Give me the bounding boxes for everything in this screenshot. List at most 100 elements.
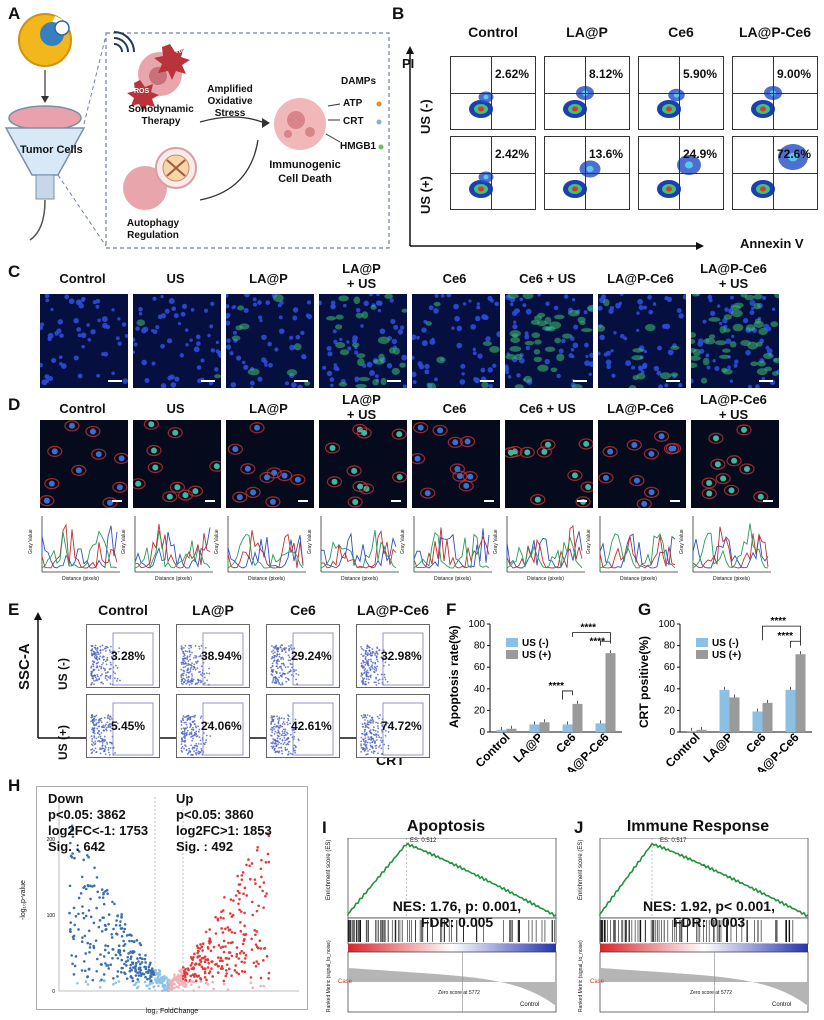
volcano-point: [122, 939, 125, 943]
volcano-point: [139, 956, 142, 960]
volcano-point: [148, 963, 152, 966]
volcano-point: [102, 892, 105, 896]
volcano-point: [163, 987, 167, 991]
volcano-point: [207, 971, 211, 975]
legend-label: US (+): [712, 650, 741, 661]
volcano-point: [243, 957, 247, 960]
volcano-point: [244, 954, 248, 957]
volcano-point: [267, 834, 271, 838]
sig-label: ****: [778, 631, 794, 642]
panel-label-a: A: [8, 4, 21, 23]
volcano-point: [138, 942, 142, 945]
y-tick-label: 0: [669, 727, 675, 738]
volcano-point: [89, 884, 92, 888]
volcano-point: [118, 924, 122, 927]
volcano-point: [69, 841, 72, 845]
volcano-point: [87, 929, 91, 933]
volcano-point: [103, 923, 107, 927]
gsea-immune-case: Case: [590, 979, 605, 985]
panel-b-percent: 13.6%: [589, 147, 624, 161]
volcano-point: [182, 966, 185, 969]
panel-e-col-header: LA@P-Ce6: [357, 602, 429, 618]
volcano-point: [107, 922, 111, 926]
bar-us: [506, 728, 517, 732]
volcano-point: [241, 942, 245, 946]
volcano-point: [130, 939, 134, 943]
legend-label: US (-): [712, 638, 739, 649]
volcano-point: [77, 912, 80, 916]
volcano-point: [242, 933, 245, 936]
volcano-point: [211, 960, 214, 963]
panel-d-col-header: Control: [59, 401, 106, 416]
panel-b-percent: 5.90%: [683, 67, 718, 81]
volcano-point: [194, 962, 198, 965]
volcano-point: [237, 972, 241, 976]
volcano-point: [104, 927, 108, 931]
rank-colorbar: [348, 944, 556, 952]
volcano-plot: 200 100 0: [47, 797, 299, 995]
volcano-point: [257, 904, 260, 908]
y-tick-label: 0: [479, 727, 485, 738]
panel-d-col-header: LA@P-Ce6: [700, 392, 767, 407]
panel-b-flow-plot: 9.00%: [732, 56, 818, 130]
bar-us: [539, 722, 550, 732]
panel-c-fluorescence-image: [40, 294, 128, 388]
volcano-point: [262, 984, 266, 988]
volcano-point: [112, 977, 115, 980]
volcano-point: [209, 949, 213, 953]
volcano-point: [120, 966, 124, 970]
volcano-point: [204, 967, 207, 971]
volcano-point: [136, 957, 139, 960]
volcano-point: [249, 976, 253, 979]
sig-bracket: [572, 632, 611, 644]
panel-e-row-header: US (-): [56, 658, 70, 690]
bar-us: [762, 702, 773, 732]
panel-b-col-header: LA@P-Ce6: [739, 24, 811, 40]
panel-c-col-header: Control: [59, 271, 106, 286]
volcano-point: [197, 985, 201, 989]
volcano-point: [157, 971, 161, 975]
volcano-point: [122, 944, 125, 948]
volcano-point: [206, 966, 210, 969]
volcano-point: [191, 973, 195, 977]
legend-label: US (-): [522, 638, 549, 649]
volcano-point: [80, 969, 84, 972]
volcano-point: [259, 976, 263, 980]
volcano-point: [186, 980, 190, 984]
bar-us: [605, 653, 616, 732]
volcano-point: [211, 975, 214, 978]
profile-y-label: Gray Value: [586, 529, 592, 554]
panel-d-line-profile: Gray Value Distance (pixels): [586, 510, 682, 586]
legend-swatch: [696, 650, 708, 659]
volcano-point: [77, 928, 80, 931]
profile-x-label: Distance (pixels): [434, 576, 471, 582]
volcano-point: [88, 946, 92, 949]
volcano-point: [200, 965, 204, 969]
panel-d-line-profile: Gray Value Distance (pixels): [28, 510, 124, 586]
volcano-point: [82, 858, 86, 862]
panel-b-col-header: LA@P: [566, 24, 608, 40]
volcano-point: [74, 955, 78, 958]
volcano-point: [255, 960, 258, 963]
volcano-point: [146, 977, 149, 981]
rank-area: [348, 966, 556, 1006]
es-curve: [347, 842, 557, 918]
panel-a-schematic: [4, 13, 390, 249]
volcano-point: [146, 984, 149, 988]
volcano-point: [239, 920, 242, 924]
volcano-point: [101, 896, 105, 899]
volcano-y-tick: 200: [47, 837, 56, 843]
y-tick-label: 80: [664, 641, 676, 652]
volcano-x-label: log₂ FoldChange: [146, 1008, 199, 1015]
volcano-point: [103, 948, 107, 952]
profile-y-label: Gray Value: [214, 529, 220, 554]
volcano-point: [242, 892, 245, 895]
legend-swatch: [506, 650, 518, 659]
volcano-point: [235, 952, 239, 956]
volcano-point: [190, 980, 193, 983]
bar-us: [686, 730, 697, 732]
volcano-point: [203, 960, 207, 964]
volcano-point: [157, 968, 161, 972]
volcano-point: [138, 962, 142, 966]
panel-e-flow-plot: 29.24%: [266, 624, 340, 688]
